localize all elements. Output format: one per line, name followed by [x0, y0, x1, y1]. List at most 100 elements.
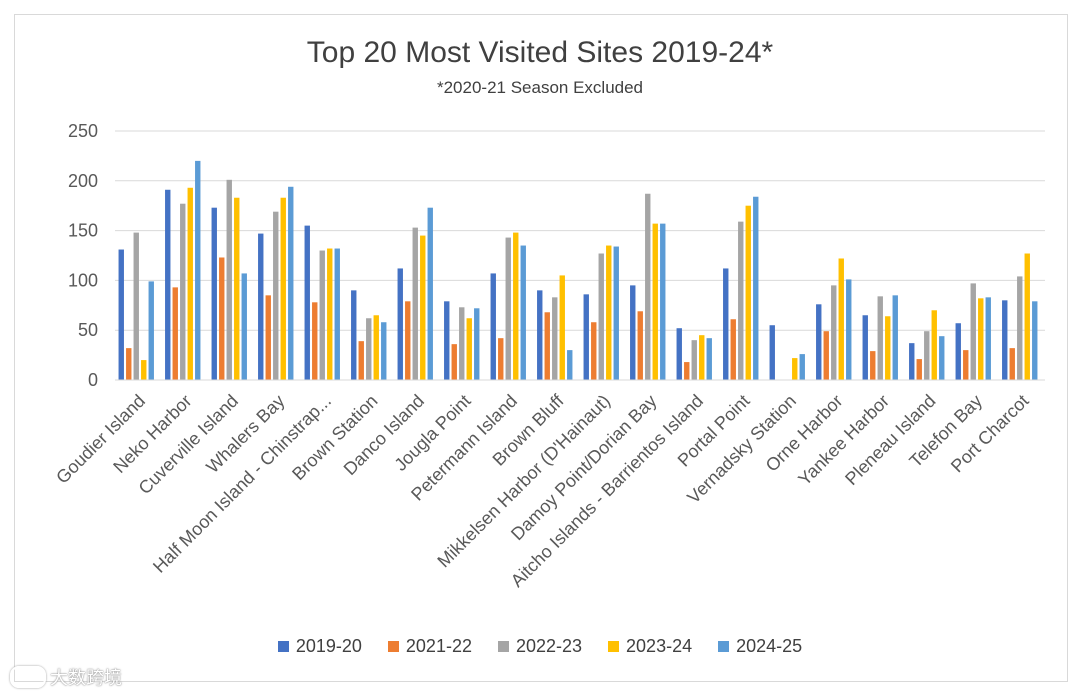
bar-2023-24-0	[141, 360, 147, 380]
bar-2024-25-3	[288, 186, 294, 380]
legend-item-2021-22: 2021-22	[387, 636, 472, 657]
bar-2021-22-2	[219, 257, 225, 380]
bar-2024-25-12	[706, 338, 712, 380]
bar-2023-24-4	[327, 248, 333, 380]
bar-2024-25-6	[427, 207, 433, 380]
gridlines	[115, 130, 1045, 331]
bar-2024-25-16	[892, 295, 898, 380]
bar-2023-24-14	[792, 358, 798, 380]
bar-2019-20-17	[909, 343, 915, 380]
bar-2024-25-2	[241, 273, 247, 380]
y-tick-label: 150	[68, 221, 98, 241]
bar-2024-25-10	[613, 246, 619, 380]
bar-2021-22-16	[870, 351, 876, 380]
bar-2022-23-4	[319, 250, 325, 380]
chart-title: Top 20 Most Visited Sites 2019-24*	[306, 36, 774, 69]
bar-2023-24-17	[931, 310, 937, 380]
bar-2023-24-15	[838, 258, 844, 380]
bar-2022-23-17	[924, 331, 930, 380]
y-tick-label: 50	[78, 320, 98, 340]
bar-2023-24-6	[420, 235, 426, 380]
bar-2021-22-4	[312, 302, 318, 380]
bar-2021-22-17	[916, 359, 922, 380]
bar-2023-24-16	[885, 316, 891, 380]
bar-2019-20-18	[955, 323, 961, 380]
y-axis-ticks: 0 50 100 150 200 250	[68, 121, 98, 390]
bar-2019-20-9	[537, 290, 543, 380]
bar-2021-22-0	[126, 348, 132, 380]
legend-swatch	[387, 641, 399, 652]
bar-2021-22-5	[358, 341, 364, 380]
bar-2024-25-19	[1032, 301, 1038, 380]
bar-2022-23-19	[1017, 276, 1023, 380]
bar-2022-23-6	[412, 227, 418, 380]
bar-2024-25-0	[148, 281, 154, 380]
bar-2019-20-0	[118, 249, 124, 380]
bar-2022-23-7	[459, 307, 465, 380]
bar-2023-24-10	[606, 245, 612, 380]
bar-2019-20-12	[676, 328, 682, 380]
bar-2022-23-10	[598, 253, 604, 380]
bar-2022-23-12	[691, 340, 697, 380]
bar-2024-25-11	[660, 223, 666, 380]
watermark: 大数跨境	[10, 664, 122, 690]
bar-2021-22-1	[172, 287, 178, 380]
bar-2021-22-3	[265, 295, 271, 380]
bar-2022-23-15	[831, 285, 837, 380]
bar-2019-20-11	[630, 285, 636, 380]
bar-2023-24-2	[234, 197, 240, 380]
legend-label: 2023-24	[626, 636, 693, 656]
bar-2022-23-8	[505, 237, 511, 380]
bar-2019-20-10	[583, 294, 589, 380]
bar-2021-22-19	[1009, 348, 1015, 380]
bar-2022-23-16	[877, 296, 883, 380]
bar-2019-20-4	[304, 225, 310, 380]
bar-2019-20-15	[816, 304, 822, 380]
bar-2024-25-1	[195, 160, 201, 380]
bar-2019-20-2	[211, 207, 217, 380]
bar-2022-23-5	[366, 318, 372, 380]
bar-2024-25-17	[939, 336, 945, 380]
bar-2019-20-6	[397, 268, 403, 380]
legend-swatch	[497, 641, 509, 652]
bar-2023-24-12	[699, 335, 705, 380]
y-tick-label: 200	[68, 171, 98, 191]
bar-2019-20-16	[862, 315, 868, 380]
bar-2024-25-7	[474, 308, 480, 380]
bar-2023-24-11	[652, 223, 658, 380]
bar-2023-24-18	[978, 298, 984, 380]
bar-2021-22-8	[498, 338, 504, 380]
bar-2021-22-9	[544, 312, 550, 380]
legend-item-2022-23: 2022-23	[497, 636, 582, 657]
watermark-text: 大数跨境	[50, 668, 122, 688]
bar-2024-25-9	[567, 350, 573, 380]
bar-2019-20-5	[351, 290, 357, 380]
bar-2019-20-8	[490, 273, 496, 380]
legend-label: 2019-20	[295, 636, 362, 656]
bar-2022-23-3	[273, 211, 279, 380]
bar-2021-22-7	[451, 344, 457, 380]
bar-2022-23-13	[738, 221, 744, 380]
legend-item-2023-24: 2023-24	[608, 636, 692, 657]
bar-2019-20-7	[444, 301, 450, 380]
legend: 2019-20 2021-22 2022-23 2023-24 2024-25	[0, 636, 1080, 657]
bar-2024-25-8	[520, 245, 526, 380]
watermark-logo-icon	[10, 666, 46, 688]
y-tick-label: 0	[88, 370, 98, 390]
bar-2021-22-11	[637, 311, 643, 380]
bar-2021-22-6	[405, 301, 411, 380]
bar-2023-24-3	[280, 197, 286, 380]
bar-2024-25-4	[334, 248, 340, 380]
legend-swatch	[608, 641, 620, 652]
legend-label: 2024-25	[736, 636, 803, 656]
bar-2021-22-18	[963, 350, 969, 380]
legend-item-2024-25: 2024-25	[718, 636, 802, 657]
bar-2019-20-19	[1002, 300, 1008, 380]
bar-2022-23-11	[645, 193, 651, 380]
bars	[118, 160, 1038, 380]
bar-2023-24-8	[513, 232, 519, 380]
bar-2022-23-2	[226, 179, 232, 380]
chart-subtitle: *2020-21 Season Excluded	[436, 78, 644, 97]
